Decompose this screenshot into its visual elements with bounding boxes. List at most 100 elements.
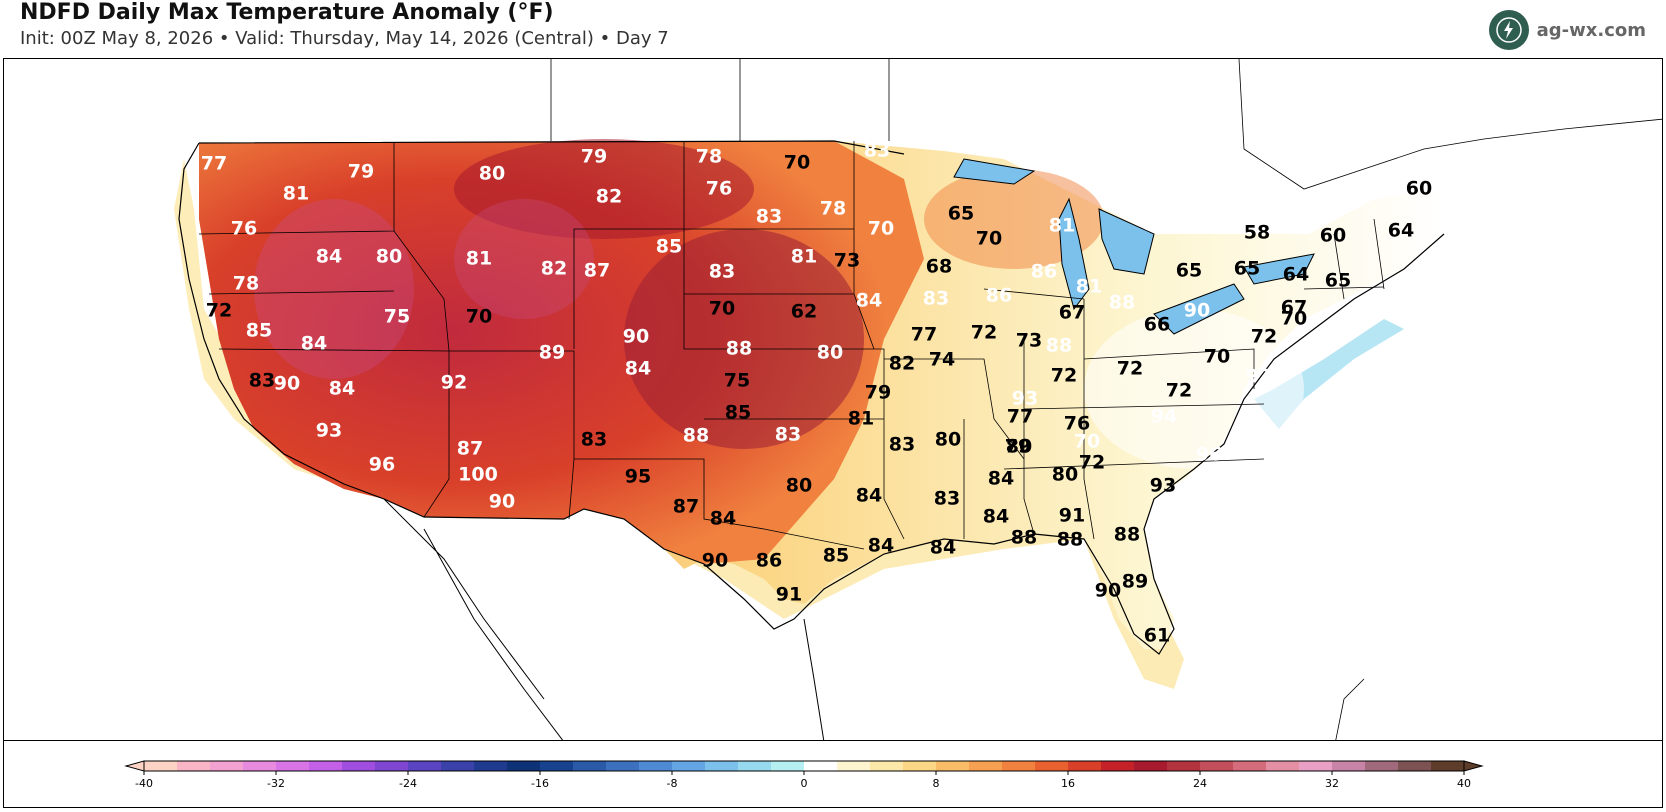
colorbar-cell [1398,761,1432,771]
anomaly-label: 92 [441,372,467,394]
anomaly-label: 94 [1151,406,1177,428]
anomaly-label: 88 [683,425,709,447]
anomaly-label: 80 [817,342,843,364]
anomaly-label: 84 [983,506,1009,528]
anomaly-label: 84 [856,485,882,507]
colorbar-cell [1365,761,1399,771]
anomaly-label: 83 [756,206,782,228]
anomaly-label: 84 [930,537,956,559]
anomaly-label: 78 [233,273,259,295]
anomaly-label: 88 [1109,292,1135,314]
colorbar-cell [1068,761,1102,771]
colorbar-panel: -40 -32 -24 -16 -8 0 8 16 24 32 40 [3,741,1663,808]
colorbar-cell [1002,761,1036,771]
colorbar-tick-label: 24 [1193,777,1207,790]
colorbar-max-arrow [1463,760,1484,772]
colorbar-cell [243,761,277,771]
anomaly-label: 75 [724,370,750,392]
anomaly-label: 67 [1059,302,1085,324]
colorbar-cell [1299,761,1333,771]
anomaly-label: 78 [820,198,846,220]
colorbar-cell [375,761,409,771]
colorbar-cell [1332,761,1366,771]
colorbar-cell [738,761,772,771]
anomaly-label: 73 [1016,330,1042,352]
colorbar-cell [1200,761,1234,771]
anomaly-label: 96 [1196,444,1222,466]
anomaly-label: 83 [581,429,607,451]
anomaly-label: 70 [709,298,735,320]
colorbar-cell [309,761,343,771]
anomaly-label: 79 [865,382,891,404]
colorbar-cell [177,761,211,771]
anomaly-label: 79 [1005,436,1031,458]
colorbar-cell [870,761,904,771]
anomaly-label: 67 [1281,297,1307,319]
anomaly-label: 84 [856,290,882,312]
anomaly-label: 84 [625,358,651,380]
anomaly-label: 79 [348,161,374,183]
colorbar-cell [639,761,673,771]
anomaly-label: 81 [1049,215,1075,237]
anomaly-label: 75 [384,306,410,328]
anomaly-label: 83 [923,288,949,310]
anomaly-label: 81 [283,183,309,205]
colorbar-tick-label: -40 [135,777,153,790]
anomaly-label: 95 [625,466,651,488]
anomaly-label: 91 [1059,505,1085,527]
anomaly-label: 64 [1283,264,1309,286]
anomaly-label: 76 [1064,413,1090,435]
anomaly-label: 87 [673,496,699,518]
map-panel: 77 79 80 79 78 70 83 81 82 76 76 83 78 70 65 81 84 80 81 82… [3,58,1663,741]
geographic-outlines [178,59,1662,740]
anomaly-label: 100 [458,464,498,486]
anomaly-label: 87 [457,438,483,460]
anomaly-label: 70 [976,228,1002,250]
anomaly-label: 89 [1122,571,1148,593]
brand[interactable]: ag-wx.com [1488,10,1646,50]
anomaly-label: 93 [1012,388,1038,410]
anomaly-label: 78 [696,146,722,168]
colorbar-cell [771,761,805,771]
anomaly-label: 76 [706,178,732,200]
anomaly-label: 58 [1244,222,1270,244]
colorbar-cell [1233,761,1267,771]
anomaly-label: 72 [971,322,997,344]
anomaly-label: 64 [1388,220,1414,242]
anomaly-label: 65 [948,203,974,225]
colorbar-cell [1101,761,1135,771]
anomaly-label: 83 [889,434,915,456]
anomaly-label: 65 [1176,260,1202,282]
anomaly-label: 81 [466,248,492,270]
colorbar-cell [474,761,508,771]
anomaly-label: 89 [539,342,565,364]
anomaly-label: 90 [702,550,728,572]
anomaly-label: 93 [1150,475,1176,497]
anomaly-label: 80 [935,429,961,451]
colorbar-cell [276,761,310,771]
colorbar-cell [672,761,706,771]
anomaly-label: 70 [1074,431,1100,453]
anomaly-label: 77 [1007,406,1033,428]
anomaly-label: 85 [246,320,272,342]
anomaly-label: 70 [1204,346,1230,368]
anomaly-label: 73 [834,250,860,272]
colorbar-cell [342,761,376,771]
colorbar-min-arrow [124,760,145,772]
anomaly-label: 81 [791,246,817,268]
anomaly-label: 86 [756,550,782,572]
anomaly-label: 90 [623,326,649,348]
colorbar-cell [210,761,244,771]
anomaly-label: 70 [784,152,810,174]
anomaly-label: 81 [1076,276,1102,298]
colorbar-tick-label: -16 [531,777,549,790]
colorbar-tick-label: 8 [933,777,940,790]
colorbar-tick-label: -32 [267,777,285,790]
anomaly-label: 80 [1052,464,1078,486]
anomaly-label: 84 [710,508,736,530]
anomaly-label: 92 [1246,366,1272,388]
colorbar-cell [573,761,607,771]
anomaly-label: 91 [776,584,802,606]
